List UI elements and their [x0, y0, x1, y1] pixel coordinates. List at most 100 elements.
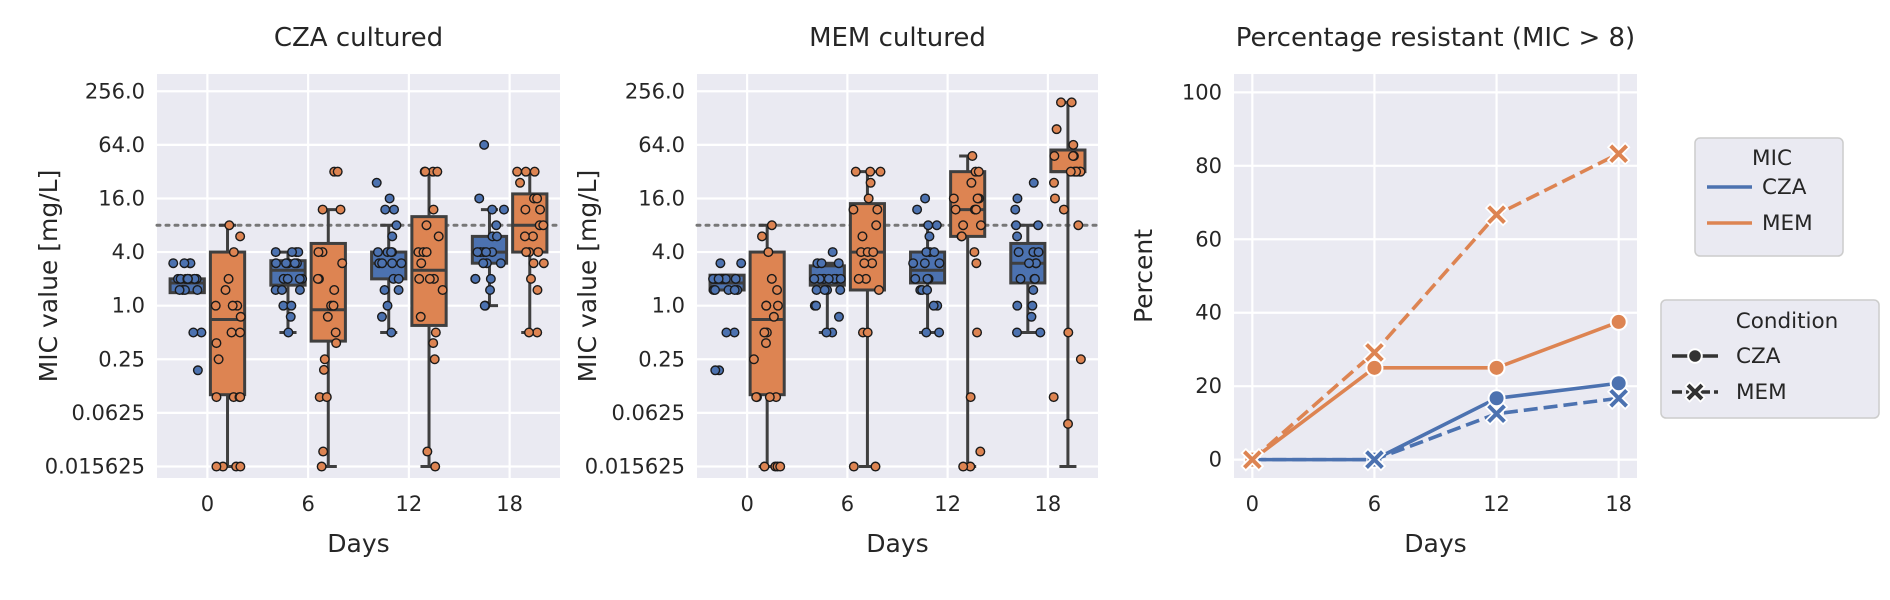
data-point — [1058, 204, 1069, 215]
data-point — [520, 166, 531, 177]
data-point — [470, 273, 481, 284]
plot-area — [1234, 74, 1637, 478]
data-point — [948, 193, 959, 204]
legend-label: CZA — [1762, 175, 1807, 200]
data-point — [485, 273, 496, 284]
data-point — [520, 204, 531, 215]
data-point — [387, 258, 398, 269]
data-point — [286, 300, 297, 311]
data-point — [1051, 124, 1062, 135]
data-point — [966, 177, 977, 188]
box-mem-day-0 — [208, 220, 247, 472]
x-tick-label: 12 — [396, 492, 423, 516]
data-point — [710, 284, 721, 295]
data-point — [811, 284, 822, 295]
data-point — [211, 461, 222, 472]
data-point — [1012, 300, 1023, 311]
data-point — [833, 258, 844, 269]
data-point — [479, 139, 490, 150]
data-point — [1049, 193, 1060, 204]
data-point — [437, 284, 448, 295]
data-point — [965, 392, 976, 403]
data-point — [775, 461, 786, 472]
data-point — [312, 273, 323, 284]
data-point — [474, 193, 485, 204]
data-point — [282, 273, 293, 284]
data-point — [1035, 327, 1046, 338]
series-line — [1251, 320, 1620, 462]
data-point — [1068, 150, 1079, 161]
data-point — [328, 300, 339, 311]
panel-title: CZA cultured — [274, 23, 443, 53]
legend-marker-mem — [1684, 381, 1706, 403]
data-point — [287, 247, 298, 258]
data-point — [377, 258, 388, 269]
data-point — [1015, 273, 1026, 284]
data-point — [289, 258, 300, 269]
box-cza-day-18 — [470, 139, 509, 311]
data-point — [1484, 202, 1509, 227]
y-tick-label: 16.0 — [638, 186, 685, 210]
data-point — [848, 461, 859, 472]
data-point — [389, 204, 400, 215]
data-point — [1362, 447, 1387, 472]
data-point — [1055, 97, 1066, 108]
data-point — [1240, 447, 1265, 472]
data-point — [188, 327, 199, 338]
box-body — [208, 250, 247, 397]
data-point — [821, 327, 832, 338]
data-point — [396, 258, 407, 269]
x-tick-label: 0 — [201, 492, 214, 516]
data-point — [211, 338, 222, 349]
box-mem-day-6 — [848, 166, 886, 472]
y-tick-label: 16.0 — [98, 186, 145, 210]
data-point — [472, 247, 483, 258]
data-point — [294, 273, 305, 284]
data-point — [1024, 258, 1035, 269]
x-axis-label: Days — [866, 529, 928, 558]
y-tick-label: 60 — [1195, 227, 1222, 251]
data-point — [515, 177, 526, 188]
data-point — [422, 446, 433, 457]
data-point — [875, 166, 886, 177]
data-point — [235, 311, 246, 322]
box-body — [748, 250, 786, 397]
x-tick-label: 12 — [1483, 492, 1510, 516]
x-tick-label: 18 — [1605, 492, 1632, 516]
data-point — [1068, 139, 1079, 150]
data-point — [730, 273, 741, 284]
marker-cross — [1365, 450, 1384, 469]
y-tick-label: 4.0 — [112, 240, 145, 264]
data-point — [192, 284, 203, 295]
data-point — [713, 273, 724, 284]
data-point — [332, 166, 343, 177]
data-point — [424, 273, 435, 284]
data-point — [863, 193, 874, 204]
y-tick-label: 1.0 — [112, 294, 145, 318]
data-point — [931, 220, 942, 231]
data-point — [512, 166, 523, 177]
data-point — [1609, 374, 1628, 393]
data-point — [1049, 177, 1060, 188]
data-point — [751, 392, 762, 403]
data-point — [393, 273, 404, 284]
data-point — [487, 204, 498, 215]
x-tick-label: 6 — [1368, 492, 1381, 516]
x-tick-label: 6 — [301, 492, 314, 516]
data-point — [761, 300, 772, 311]
data-point — [182, 273, 193, 284]
data-point — [1606, 141, 1631, 166]
legend-marker-cza — [1687, 348, 1703, 364]
y-tick-label: 0 — [1209, 448, 1222, 472]
data-point — [972, 193, 983, 204]
box-mem-day-18 — [1048, 97, 1087, 469]
data-point — [1606, 386, 1631, 411]
data-point — [538, 220, 549, 231]
y-tick-label: 80 — [1195, 154, 1222, 178]
data-point — [827, 247, 838, 258]
data-point — [318, 364, 329, 375]
y-tick-label: 64.0 — [98, 133, 145, 157]
y-tick-label: 256.0 — [625, 79, 685, 103]
data-point — [386, 247, 397, 258]
data-point — [227, 300, 238, 311]
